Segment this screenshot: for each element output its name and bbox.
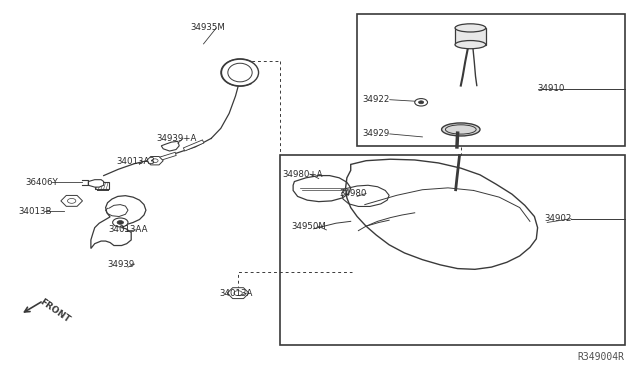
Circle shape — [415, 99, 428, 106]
Text: 34910: 34910 — [538, 84, 565, 93]
Polygon shape — [88, 180, 104, 187]
Text: 36406Y: 36406Y — [26, 178, 58, 187]
Text: 34013AA: 34013AA — [109, 225, 148, 234]
Circle shape — [117, 221, 124, 224]
Text: 34902: 34902 — [544, 214, 572, 223]
Ellipse shape — [455, 24, 486, 32]
Ellipse shape — [442, 123, 480, 136]
Ellipse shape — [221, 59, 259, 86]
Text: 34950M: 34950M — [291, 222, 326, 231]
Text: 34922: 34922 — [363, 95, 390, 104]
Bar — [357, 14, 625, 146]
Polygon shape — [147, 157, 163, 165]
Text: 34939+A: 34939+A — [157, 134, 197, 143]
Circle shape — [419, 101, 424, 104]
Ellipse shape — [455, 41, 486, 49]
Text: 34013B: 34013B — [18, 207, 51, 216]
Text: R349004R: R349004R — [577, 352, 624, 362]
Ellipse shape — [445, 125, 476, 134]
Text: 34935M: 34935M — [191, 23, 225, 32]
Text: 34929: 34929 — [363, 129, 390, 138]
Text: 34013A: 34013A — [220, 289, 253, 298]
Ellipse shape — [228, 63, 252, 82]
Text: 34980+A: 34980+A — [283, 170, 323, 179]
Polygon shape — [161, 141, 179, 151]
Polygon shape — [61, 195, 83, 206]
Polygon shape — [227, 288, 249, 299]
Text: 34980: 34980 — [339, 189, 367, 198]
Text: 34939: 34939 — [108, 260, 135, 269]
Circle shape — [113, 218, 128, 227]
Text: FRONT: FRONT — [38, 298, 72, 325]
Bar — [280, 155, 625, 345]
Polygon shape — [455, 28, 486, 45]
Text: 34013A3: 34013A3 — [116, 157, 156, 166]
